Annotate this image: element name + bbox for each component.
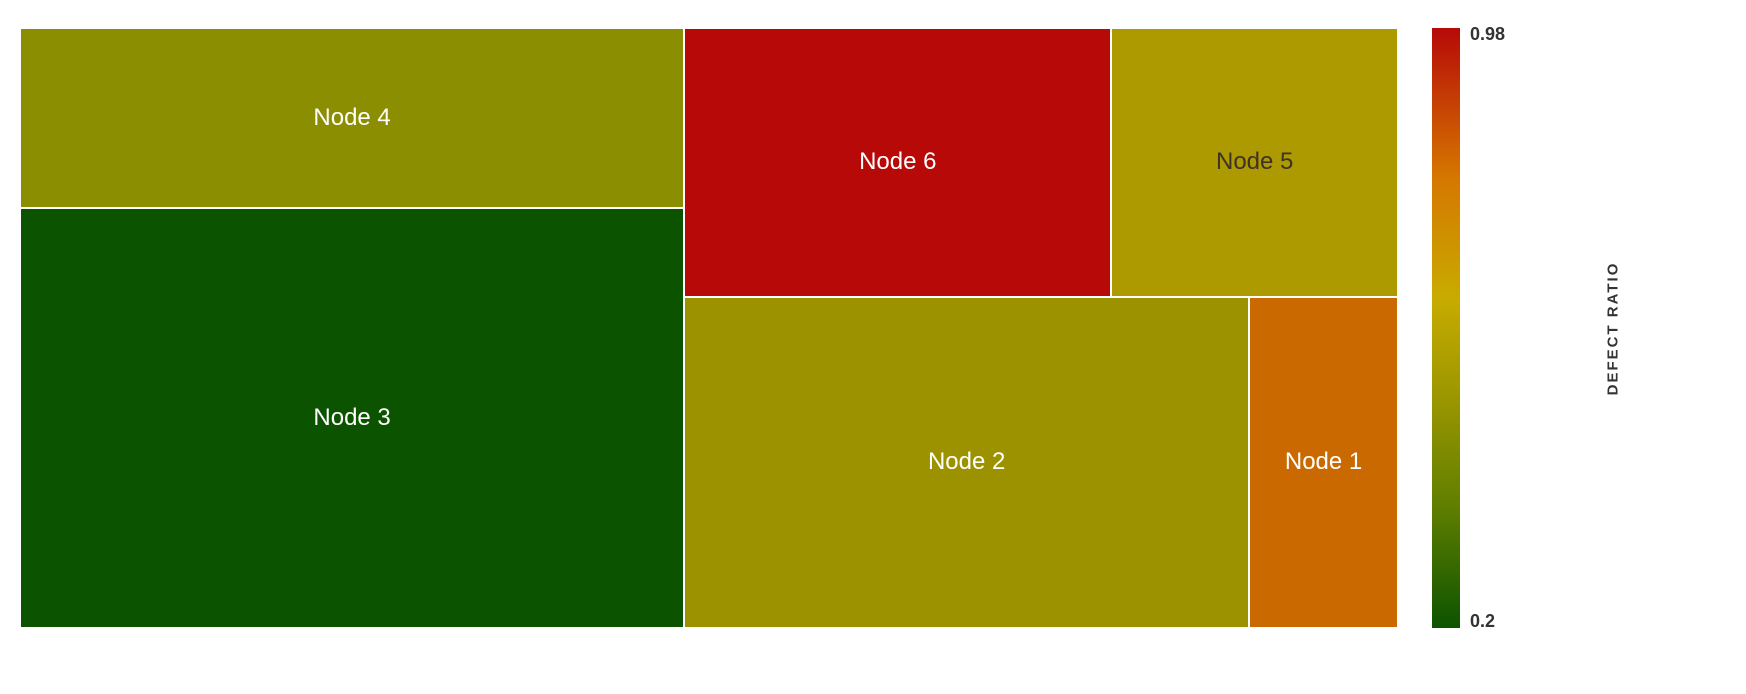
treemap-tile-node4[interactable]: Node 4 [20, 28, 684, 208]
treemap-tile-label: Node 4 [313, 104, 390, 132]
treemap-tile-label: Node 6 [859, 148, 936, 176]
colorbar-tick-min: 0.2 [1470, 611, 1495, 632]
colorbar-tick-max: 0.98 [1470, 24, 1505, 45]
treemap-tile-node6[interactable]: Node 6 [684, 28, 1111, 297]
colorbar-title: DEFECT RATIO [1604, 262, 1621, 396]
treemap-tile-node5[interactable]: Node 5 [1111, 28, 1398, 297]
treemap-tile-label: Node 2 [928, 448, 1005, 476]
treemap-tile-node2[interactable]: Node 2 [684, 297, 1249, 628]
colorbar-gradient [1432, 28, 1460, 628]
treemap-tile-label: Node 1 [1285, 448, 1362, 476]
treemap-tile-node3[interactable]: Node 3 [20, 208, 684, 628]
treemap: Node 4 Node 3 Node 6 Node 5 Node 2 Node 1 [20, 28, 1398, 628]
treemap-tile-label: Node 5 [1216, 148, 1293, 176]
treemap-tile-label: Node 3 [313, 404, 390, 432]
treemap-tile-node1[interactable]: Node 1 [1249, 297, 1398, 628]
defect-ratio-colorbar: 0.98 0.2 DEFECT RATIO [1432, 28, 1460, 628]
